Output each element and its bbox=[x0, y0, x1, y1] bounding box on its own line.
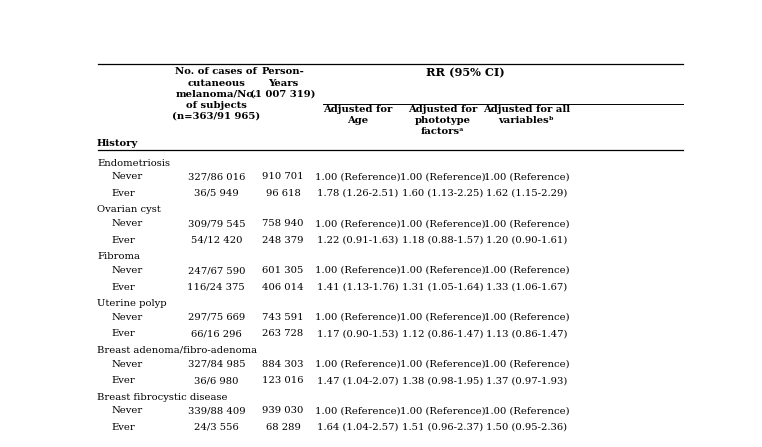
Text: 1.22 (0.91-1.63): 1.22 (0.91-1.63) bbox=[317, 236, 399, 245]
Text: 601 305: 601 305 bbox=[262, 266, 304, 275]
Text: 1.00 (Reference): 1.00 (Reference) bbox=[400, 406, 485, 415]
Text: 1.00 (Reference): 1.00 (Reference) bbox=[484, 173, 569, 181]
Text: Never: Never bbox=[112, 406, 143, 415]
Text: Ovarian cyst: Ovarian cyst bbox=[97, 206, 161, 215]
Text: 96 618: 96 618 bbox=[266, 189, 300, 198]
Text: 1.00 (Reference): 1.00 (Reference) bbox=[484, 219, 569, 228]
Text: 1.00 (Reference): 1.00 (Reference) bbox=[484, 360, 569, 369]
Text: 1.50 (0.95-2.36): 1.50 (0.95-2.36) bbox=[486, 423, 567, 432]
Text: 758 940: 758 940 bbox=[262, 219, 304, 228]
Text: 1.00 (Reference): 1.00 (Reference) bbox=[315, 219, 401, 228]
Text: Never: Never bbox=[112, 219, 143, 228]
Text: Never: Never bbox=[112, 360, 143, 369]
Text: 1.78 (1.26-2.51): 1.78 (1.26-2.51) bbox=[317, 189, 399, 198]
Text: 263 728: 263 728 bbox=[262, 329, 304, 338]
Text: 116/24 375: 116/24 375 bbox=[187, 283, 245, 291]
Text: 1.00 (Reference): 1.00 (Reference) bbox=[484, 266, 569, 275]
Text: Breast fibrocystic disease: Breast fibrocystic disease bbox=[97, 392, 228, 402]
Text: No. of cases of
cutaneous
melanoma/No.
of subjects
(n=363/91 965): No. of cases of cutaneous melanoma/No. o… bbox=[172, 67, 261, 121]
Text: 327/86 016: 327/86 016 bbox=[187, 173, 245, 181]
Text: 1.00 (Reference): 1.00 (Reference) bbox=[400, 219, 485, 228]
Text: 1.47 (1.04-2.07): 1.47 (1.04-2.07) bbox=[317, 376, 399, 385]
Text: 1.60 (1.13-2.25): 1.60 (1.13-2.25) bbox=[402, 189, 483, 198]
Text: 339/88 409: 339/88 409 bbox=[187, 406, 245, 415]
Text: 327/84 985: 327/84 985 bbox=[187, 360, 245, 369]
Text: 66/16 296: 66/16 296 bbox=[191, 329, 242, 338]
Text: 1.00 (Reference): 1.00 (Reference) bbox=[315, 266, 401, 275]
Text: 884 303: 884 303 bbox=[262, 360, 304, 369]
Text: 68 289: 68 289 bbox=[266, 423, 300, 432]
Text: 1.00 (Reference): 1.00 (Reference) bbox=[315, 360, 401, 369]
Text: Breast adenoma/fibro-adenoma: Breast adenoma/fibro-adenoma bbox=[97, 346, 257, 355]
Text: RR (95% CI): RR (95% CI) bbox=[427, 67, 505, 78]
Text: 910 701: 910 701 bbox=[262, 173, 304, 181]
Text: 1.31 (1.05-1.64): 1.31 (1.05-1.64) bbox=[402, 283, 483, 291]
Text: 1.00 (Reference): 1.00 (Reference) bbox=[315, 313, 401, 322]
Text: Ever: Ever bbox=[112, 283, 136, 291]
Text: 1.41 (1.13-1.76): 1.41 (1.13-1.76) bbox=[317, 283, 399, 291]
Text: 1.00 (Reference): 1.00 (Reference) bbox=[400, 313, 485, 322]
Text: 1.64 (1.04-2.57): 1.64 (1.04-2.57) bbox=[317, 423, 399, 432]
Text: Adjusted for all
variablesᵇ: Adjusted for all variablesᵇ bbox=[483, 105, 570, 125]
Text: 309/79 545: 309/79 545 bbox=[187, 219, 245, 228]
Text: 1.37 (0.97-1.93): 1.37 (0.97-1.93) bbox=[485, 376, 567, 385]
Text: 1.00 (Reference): 1.00 (Reference) bbox=[315, 406, 401, 415]
Text: Ever: Ever bbox=[112, 329, 136, 338]
Text: Adjusted for
phototype
factorsᵃ: Adjusted for phototype factorsᵃ bbox=[408, 105, 477, 136]
Text: 54/12 420: 54/12 420 bbox=[190, 236, 242, 245]
Text: 36/6 980: 36/6 980 bbox=[194, 376, 239, 385]
Text: 743 591: 743 591 bbox=[262, 313, 304, 322]
Text: Ever: Ever bbox=[112, 189, 136, 198]
Text: History: History bbox=[97, 139, 138, 148]
Text: 1.38 (0.98-1.95): 1.38 (0.98-1.95) bbox=[402, 376, 483, 385]
Text: 1.18 (0.88-1.57): 1.18 (0.88-1.57) bbox=[402, 236, 483, 245]
Text: 1.00 (Reference): 1.00 (Reference) bbox=[484, 313, 569, 322]
Text: 36/5 949: 36/5 949 bbox=[194, 189, 239, 198]
Text: Ever: Ever bbox=[112, 376, 136, 385]
Text: 1.00 (Reference): 1.00 (Reference) bbox=[400, 360, 485, 369]
Text: 939 030: 939 030 bbox=[262, 406, 304, 415]
Text: 1.17 (0.90-1.53): 1.17 (0.90-1.53) bbox=[317, 329, 399, 338]
Text: Ever: Ever bbox=[112, 236, 136, 245]
Text: Ever: Ever bbox=[112, 423, 136, 432]
Text: Adjusted for
Age: Adjusted for Age bbox=[323, 105, 392, 125]
Text: 123 016: 123 016 bbox=[262, 376, 304, 385]
Text: 1.00 (Reference): 1.00 (Reference) bbox=[400, 266, 485, 275]
Text: 1.13 (0.86-1.47): 1.13 (0.86-1.47) bbox=[485, 329, 567, 338]
Text: 24/3 556: 24/3 556 bbox=[194, 423, 239, 432]
Text: 1.33 (1.06-1.67): 1.33 (1.06-1.67) bbox=[485, 283, 567, 291]
Text: 297/75 669: 297/75 669 bbox=[187, 313, 245, 322]
Text: 1.00 (Reference): 1.00 (Reference) bbox=[400, 173, 485, 181]
Text: 1.00 (Reference): 1.00 (Reference) bbox=[315, 173, 401, 181]
Text: 1.00 (Reference): 1.00 (Reference) bbox=[484, 406, 569, 415]
Text: Person-
Years
(1 007 319): Person- Years (1 007 319) bbox=[250, 67, 315, 99]
Text: 247/67 590: 247/67 590 bbox=[187, 266, 245, 275]
Text: 406 014: 406 014 bbox=[262, 283, 304, 291]
Text: 248 379: 248 379 bbox=[262, 236, 304, 245]
Text: Endometriosis: Endometriosis bbox=[97, 159, 170, 168]
Text: Fibroma: Fibroma bbox=[97, 252, 140, 261]
Text: 1.20 (0.90-1.61): 1.20 (0.90-1.61) bbox=[485, 236, 567, 245]
Text: 1.12 (0.86-1.47): 1.12 (0.86-1.47) bbox=[402, 329, 483, 338]
Text: 1.62 (1.15-2.29): 1.62 (1.15-2.29) bbox=[485, 189, 567, 198]
Text: 1.51 (0.96-2.37): 1.51 (0.96-2.37) bbox=[402, 423, 483, 432]
Text: Never: Never bbox=[112, 266, 143, 275]
Text: Uterine polyp: Uterine polyp bbox=[97, 299, 167, 308]
Text: Never: Never bbox=[112, 173, 143, 181]
Text: Never: Never bbox=[112, 313, 143, 322]
